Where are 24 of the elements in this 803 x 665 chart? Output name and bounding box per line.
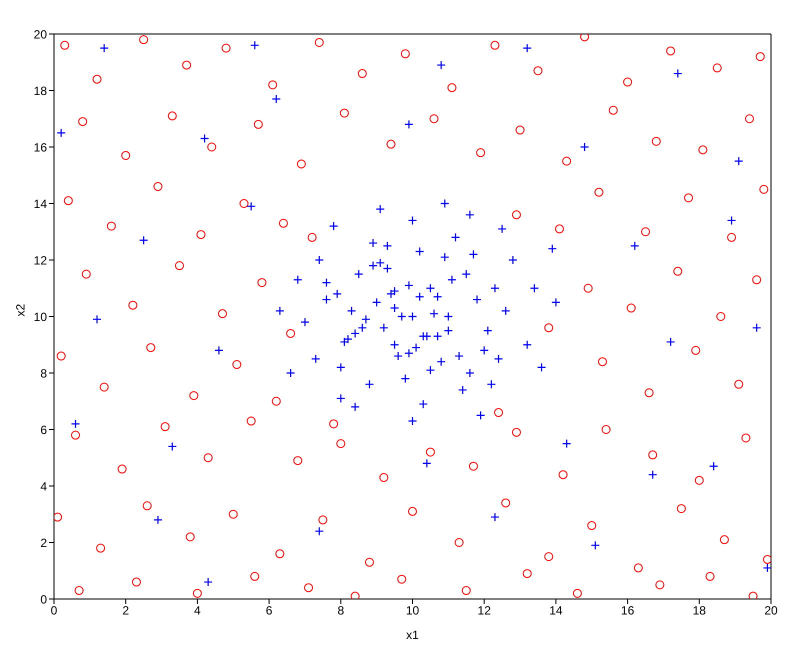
- x-tick-label: 2: [122, 604, 130, 618]
- x-tick-label: 0: [50, 604, 58, 618]
- y-tick-label: 8: [40, 366, 48, 380]
- y-tick-label: 6: [40, 422, 48, 437]
- y-tick-label: 18: [34, 84, 48, 98]
- y-tick-label: 12: [34, 253, 48, 268]
- y-tick-label: 16: [34, 140, 48, 154]
- x-tick-label: 16: [620, 604, 635, 618]
- y-tick-label: 2: [40, 536, 48, 550]
- x-tick-label: 4: [194, 604, 202, 618]
- x-tick-label: 20: [764, 604, 778, 618]
- x-tick-label: 14: [549, 604, 563, 618]
- x-tick-label: 12: [478, 604, 492, 618]
- x-tick-label: 8: [337, 604, 344, 618]
- x-tick-label: 18: [692, 604, 706, 618]
- y-tick-label: 10: [34, 310, 48, 324]
- x-axis-title: x1: [406, 628, 420, 642]
- x-tick-label: 6: [266, 604, 273, 618]
- y-tick-label: 4: [40, 479, 48, 494]
- y-tick-label: 14: [34, 196, 48, 211]
- y-axis-title: x2: [13, 304, 28, 316]
- x-tick-label: 10: [406, 604, 420, 618]
- y-tick-label: 0: [40, 592, 48, 606]
- y-tick-label: 20: [34, 27, 48, 42]
